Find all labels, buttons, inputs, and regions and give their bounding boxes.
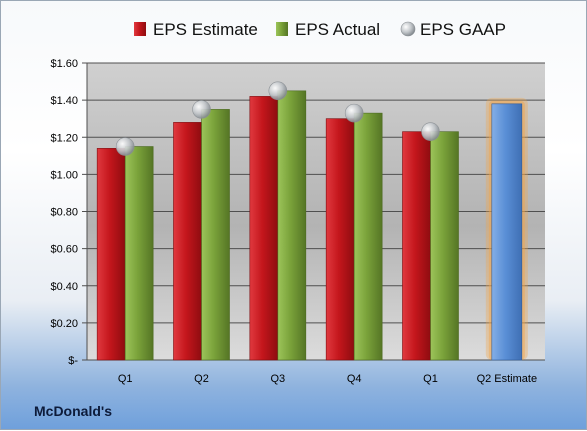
eps-estimate-bar — [173, 122, 202, 361]
x-tick-label: Q2 Estimate — [477, 373, 538, 385]
x-tick-label: Q3 — [270, 373, 285, 385]
x-tick-label: Q1 — [423, 373, 438, 385]
legend-swatch-eps-actual — [276, 22, 288, 36]
eps-gaap-marker — [268, 81, 288, 101]
eps-gaap-marker — [115, 137, 135, 156]
x-tick-label: Q4 — [347, 373, 362, 385]
eps-actual-bar — [430, 131, 459, 361]
eps-estimate-bar — [402, 131, 431, 361]
eps-actual-bar — [201, 109, 230, 361]
y-tick-label: $0.20 — [50, 318, 78, 330]
y-tick-label: $0.60 — [50, 244, 78, 256]
y-tick-label: $1.20 — [50, 132, 78, 144]
eps-estimate-bar — [325, 118, 355, 361]
eps-estimate-bar — [249, 96, 279, 361]
projection-bar — [491, 103, 523, 361]
legend-label: EPS Actual — [295, 20, 380, 39]
eps-gaap-marker — [192, 100, 211, 119]
y-tick-label: $0.80 — [50, 207, 78, 219]
legend-label: EPS GAAP — [420, 20, 506, 39]
legend-swatch-eps-estimate — [134, 22, 146, 36]
legend-label: EPS Estimate — [153, 20, 258, 39]
x-tick-label: Q2 — [194, 373, 209, 385]
y-tick-label: $0.40 — [50, 281, 78, 293]
y-tick-label: $- — [68, 355, 78, 367]
eps-actual-bar — [353, 112, 383, 361]
y-tick-label: $1.60 — [50, 58, 78, 70]
legend-swatch-eps-gaap — [400, 21, 416, 37]
eps-actual-bar — [277, 90, 307, 361]
y-tick-label: $1.00 — [50, 169, 78, 181]
eps-gaap-marker — [421, 122, 440, 141]
y-tick-label: $1.40 — [50, 95, 78, 107]
eps-gaap-marker — [344, 103, 364, 123]
eps-estimate-bar — [96, 148, 126, 361]
company-name: McDonald's — [34, 403, 113, 419]
x-tick-label: Q1 — [118, 373, 133, 385]
eps-actual-bar — [124, 146, 154, 361]
